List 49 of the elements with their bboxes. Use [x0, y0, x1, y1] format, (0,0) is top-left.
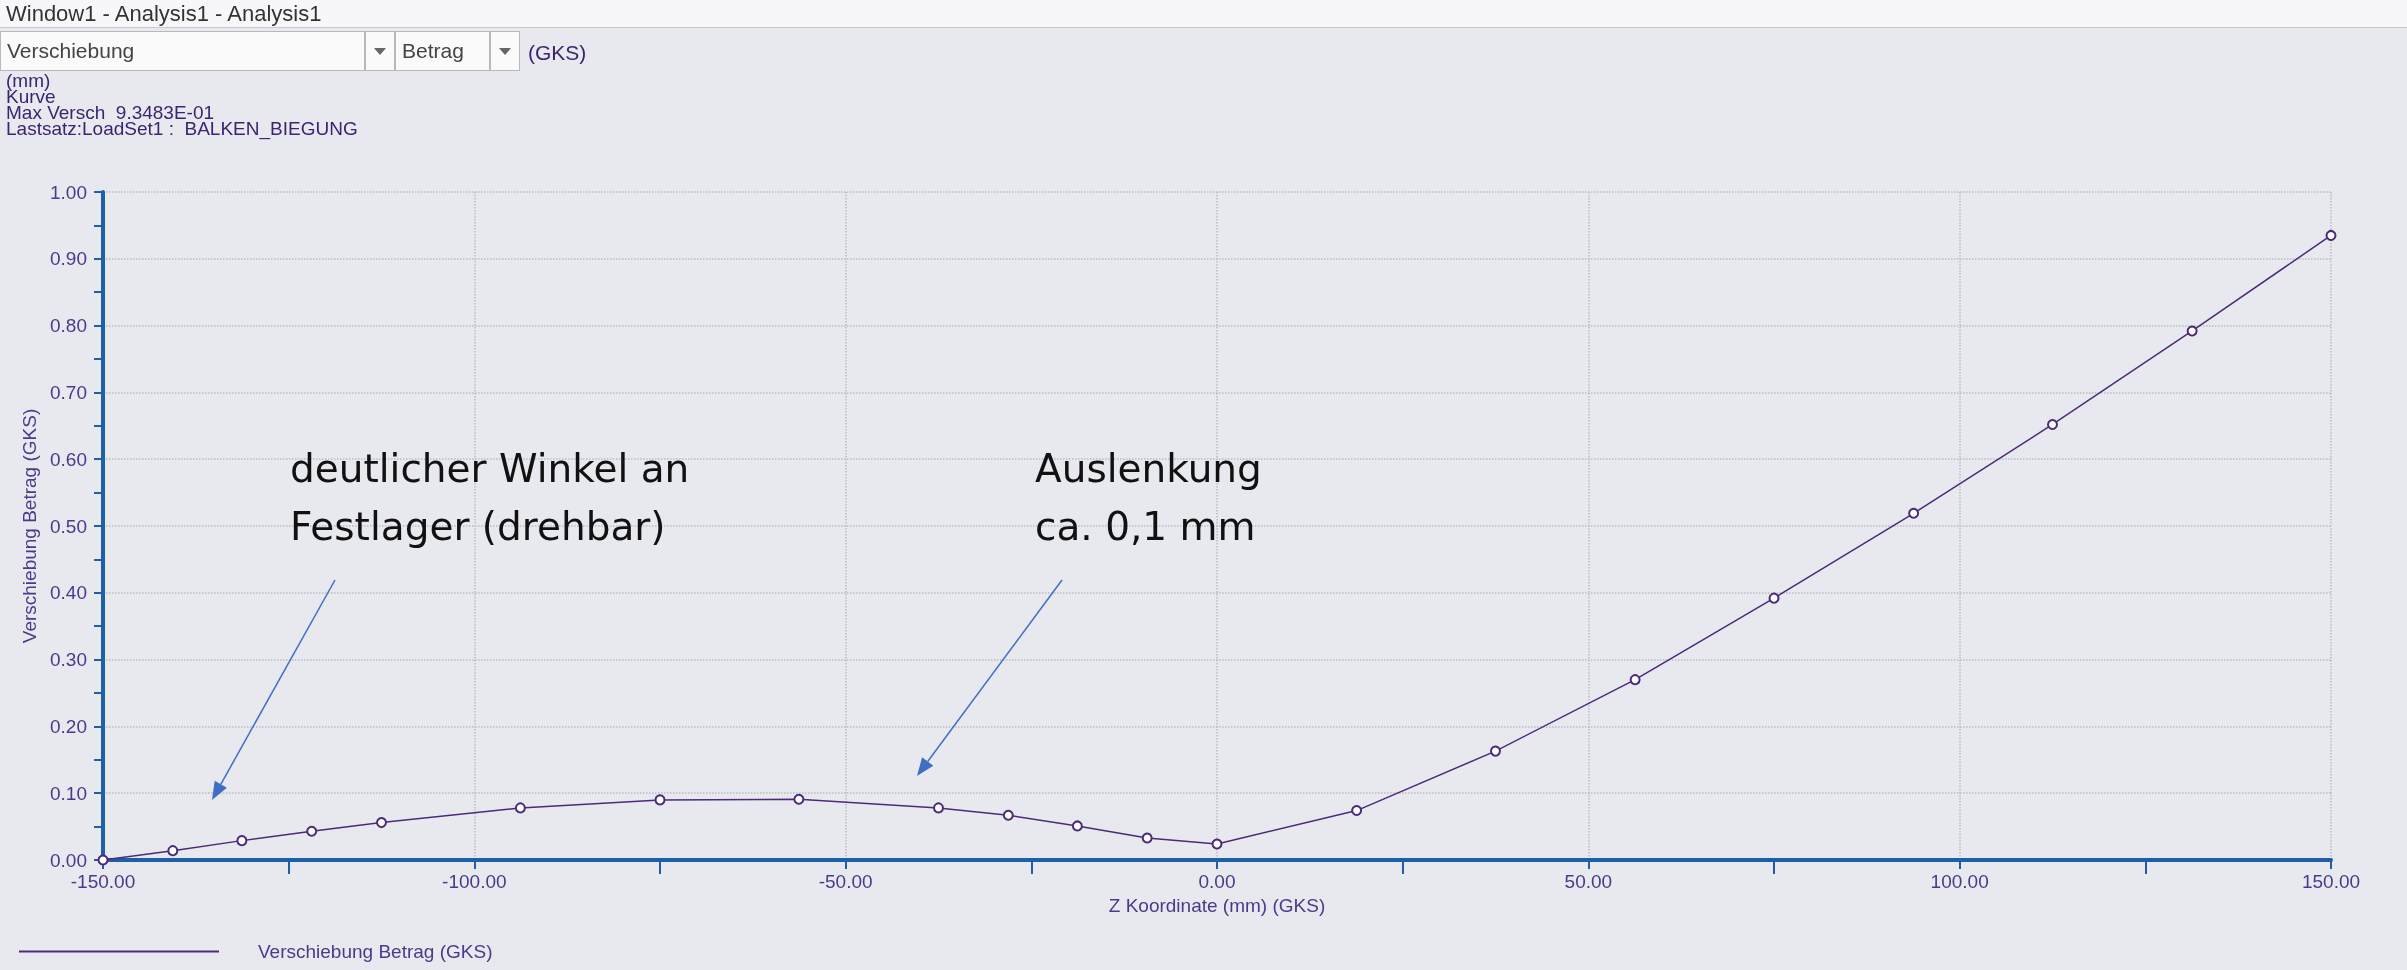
text: (mm) [6, 70, 51, 91]
text: Betrag [395, 31, 490, 71]
x-tick-label: 100.00 [1930, 871, 1989, 892]
x-tick-label: -100.00 [442, 871, 507, 892]
point [793, 793, 805, 805]
point [514, 802, 526, 814]
x-tick-label: -150.00 [70, 871, 136, 892]
point [2325, 229, 2337, 241]
point [1908, 507, 1920, 519]
text: (GKS) [528, 41, 587, 64]
text: Verschiebung Betrag (GKS) [258, 941, 493, 962]
x-tick-label: 50.00 [1564, 871, 1613, 892]
point [1768, 592, 1780, 604]
point [376, 817, 387, 829]
point [97, 854, 109, 866]
y-tick-label: 0.60 [50, 448, 87, 470]
point [933, 802, 944, 814]
point [1071, 820, 1083, 832]
x-tick-label: -50.00 [818, 871, 873, 892]
chart-title: Window1 - Analysis1 - Analysis1 [0, 0, 2407, 28]
y-tick-label: 0.50 [50, 515, 87, 537]
point [1490, 745, 1501, 757]
point [1141, 832, 1153, 844]
y-tick-label: 0.40 [50, 582, 87, 604]
point [1351, 805, 1363, 817]
y-tick-label: 0.10 [50, 782, 87, 804]
point [306, 825, 318, 837]
y-tick-label: 1.00 [50, 181, 87, 203]
y-tick-label: 0.80 [50, 315, 87, 337]
point [1629, 674, 1641, 686]
text: Verschiebung [0, 31, 365, 71]
annotation: deutlicher Winkel an Festlager (drehbar) [290, 445, 690, 551]
y-axis-title: Verschiebung Betrag (GKS) [19, 408, 41, 644]
y-tick-label: 0.30 [50, 649, 87, 671]
x-tick-label: 0.00 [1198, 871, 1236, 892]
point [236, 835, 248, 847]
x-axis-title: Z Koordinate (mm) (GKS) [1108, 894, 1326, 916]
point [1002, 809, 1014, 821]
y-tick-label: 0.90 [50, 248, 87, 270]
annotation: Auslenkung ca. 0,1 mm [1035, 445, 1262, 551]
y-tick-label: 0.20 [50, 715, 87, 737]
point [2186, 325, 2198, 337]
point [1211, 838, 1223, 850]
point [2047, 418, 2058, 430]
point [167, 845, 179, 857]
y-tick-label: 0.00 [50, 849, 87, 871]
x-tick-label: 150.00 [2301, 871, 2361, 892]
point [654, 794, 666, 806]
y-tick-label: 0.70 [50, 381, 87, 403]
